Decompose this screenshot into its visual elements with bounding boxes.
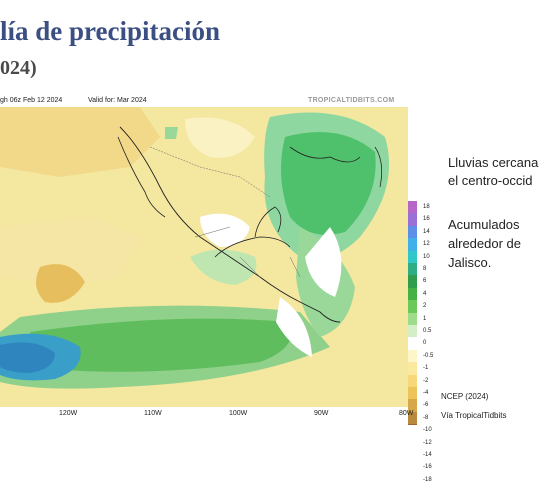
colorbar-cell: [408, 275, 417, 288]
colorbar-cell: [408, 349, 417, 363]
colorbar-tick-label: -6: [423, 402, 429, 409]
precipitation-anomaly-map: gh 06z Feb 12 2024 Valid for: Mar 2024 T…: [0, 95, 420, 425]
via-credit: Vía TropicalTidbits: [441, 411, 507, 420]
lon-label-100w: 100W: [229, 410, 248, 417]
colorbar-tick-label: -8: [423, 414, 429, 421]
colorbar-tick-label: 8: [423, 266, 427, 272]
note-line-1: Lluvias cercana: [448, 155, 539, 170]
colorbar-tick-label: 14: [423, 228, 430, 235]
colorbar-cell: [408, 287, 417, 301]
colorbar-tick-label: -2: [423, 377, 429, 384]
colorbar-cell: [408, 250, 417, 263]
valid-for-label: Valid for: Mar 2024: [88, 97, 147, 104]
map-header: gh 06z Feb 12 2024 Valid for: Mar 2024 T…: [0, 97, 420, 109]
colorbar-cell: [408, 201, 417, 214]
colorbar-tick-label: 12: [423, 241, 430, 248]
colorbar-cell: [408, 374, 417, 387]
colorbar-tick-label: -0.5: [423, 352, 434, 359]
colorbar-tick-label: -18: [423, 476, 432, 483]
colorbar-tick-label: 10: [423, 253, 430, 260]
colorbar-cell: [408, 424, 417, 425]
colorbar-tick-label: 1: [423, 315, 427, 322]
colorbar-tick-label: -14: [423, 452, 432, 458]
colorbar-cell: [408, 312, 417, 325]
colorbar-tick-label: -16: [423, 464, 432, 471]
colorbar-cell: [408, 337, 417, 350]
colorbar-tick-label: 0.5: [423, 328, 432, 334]
colorbar-cell: [408, 225, 417, 239]
colorbar-cell: [408, 213, 417, 226]
lon-label-90w: 90W: [314, 410, 329, 417]
colorbar-tick-label: 0: [423, 340, 427, 347]
colorbar-cell: [408, 387, 417, 400]
note-line-3: Acumulados: [448, 217, 520, 232]
colorbar-tick-label: 4: [423, 290, 427, 297]
note-line-5: Jalisco.: [448, 255, 492, 270]
colorbar-cell: [408, 238, 417, 251]
colorbar-tick-label: 6: [423, 278, 427, 285]
colorbar: [408, 201, 420, 425]
colorbar-cell: [408, 300, 417, 313]
slide-subtitle: 024): [0, 57, 37, 79]
colorbar-tick-label: -10: [423, 427, 432, 434]
anomaly-field: [0, 107, 408, 407]
lon-label-120w: 120W: [59, 410, 78, 417]
lon-label-80w: 80W: [399, 410, 414, 417]
colorbar-cell: [408, 411, 417, 425]
source-credit: NCEP (2024): [441, 392, 489, 401]
colorbar-tick-label: -1: [423, 365, 429, 372]
model-run-label: gh 06z Feb 12 2024: [0, 97, 63, 104]
colorbar-tick-label: 2: [423, 303, 427, 310]
brand-watermark: TROPICALTIDBITS.COM: [308, 97, 395, 104]
colorbar-tick-label: -4: [423, 390, 429, 396]
colorbar-cell: [408, 362, 417, 375]
note-line-2: el centro-occid: [448, 173, 533, 188]
colorbar-cell: [408, 399, 417, 412]
note-line-4: alrededor de: [448, 236, 521, 251]
colorbar-tick-label: 16: [423, 216, 430, 223]
colorbar-tick-label: -12: [423, 439, 432, 446]
colorbar-tick-label: 18: [423, 204, 430, 210]
slide-title: lía de precipitación: [0, 16, 220, 46]
colorbar-cell: [408, 325, 417, 338]
lon-label-110w: 110W: [144, 410, 162, 417]
colorbar-cell: [408, 263, 417, 276]
